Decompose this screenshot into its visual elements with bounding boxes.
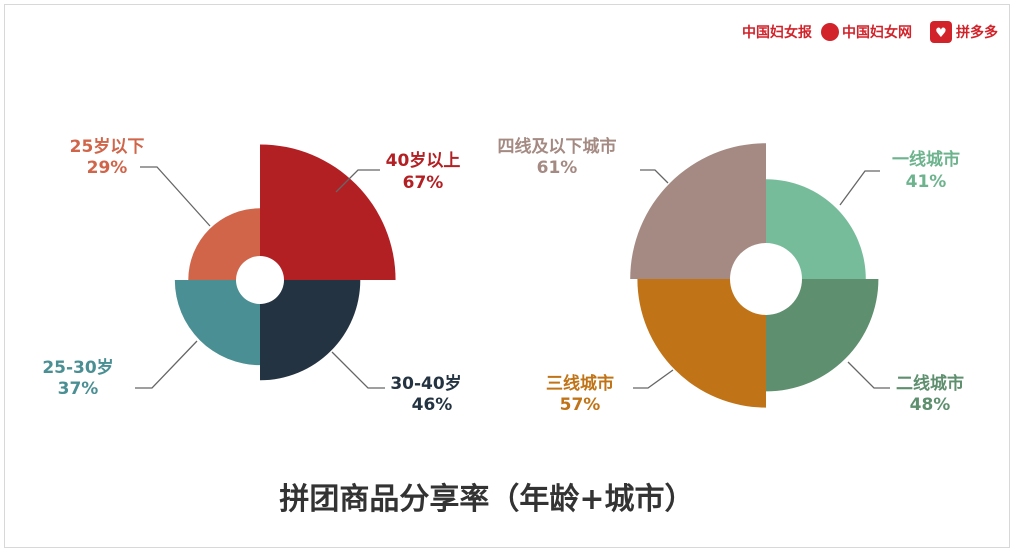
- label-tier3: 三线城市: [546, 373, 614, 394]
- pinduoduo-heart-icon: ♥: [935, 26, 947, 41]
- value-tier4: 61%: [537, 158, 578, 178]
- center-hole-1: [730, 243, 802, 315]
- label-25-30: 25-30岁: [42, 357, 113, 378]
- label-tier4: 四线及以下城市: [498, 136, 617, 157]
- value-25-30: 37%: [58, 379, 99, 399]
- value-40-above: 67%: [403, 173, 444, 193]
- label-25-under: 25岁以下: [70, 136, 145, 157]
- slice-1-1: [766, 279, 879, 392]
- leader-line-25-under: [140, 166, 211, 227]
- slice-1-2: [637, 279, 766, 408]
- logo-women-news: 中国妇女报: [742, 24, 812, 41]
- value-30-40: 46%: [412, 395, 453, 415]
- leader-line-tier2: [847, 361, 890, 389]
- label-30-40: 30-40岁: [390, 373, 461, 394]
- leader-line-tier4: [640, 169, 669, 184]
- slice-0-1: [260, 280, 361, 381]
- pinduoduo-logo-icon: [930, 21, 952, 43]
- logo-emblem-icon: [821, 23, 839, 41]
- slice-0-2: [174, 280, 260, 366]
- slice-0-0: [260, 144, 396, 280]
- slice-1-3: [630, 143, 766, 279]
- label-40-above: 40岁以上: [386, 150, 461, 171]
- leader-line-tier3: [633, 369, 674, 389]
- leader-line-40-above: [335, 169, 380, 193]
- value-tier1: 41%: [906, 172, 947, 192]
- logo-pinduoduo: 拼多多: [956, 24, 998, 41]
- logo-women-net: 中国妇女网: [842, 24, 912, 41]
- leader-line-25-30: [135, 340, 198, 389]
- slice-0-3: [188, 208, 260, 280]
- value-25-under: 29%: [87, 158, 128, 178]
- leader-line-30-40: [331, 351, 385, 389]
- chart-title: 拼团商品分享率（年龄+城市）: [279, 482, 694, 517]
- center-hole-0: [236, 256, 284, 304]
- label-tier1: 一线城市: [892, 149, 960, 170]
- leader-line-tier1: [839, 170, 880, 206]
- value-tier3: 57%: [560, 395, 601, 415]
- value-tier2: 48%: [910, 395, 951, 415]
- label-tier2: 二线城市: [896, 373, 964, 394]
